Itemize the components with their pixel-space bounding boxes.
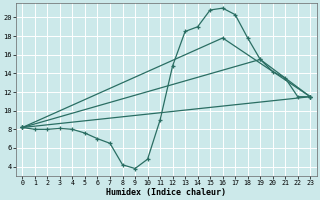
X-axis label: Humidex (Indice chaleur): Humidex (Indice chaleur) <box>106 188 226 197</box>
